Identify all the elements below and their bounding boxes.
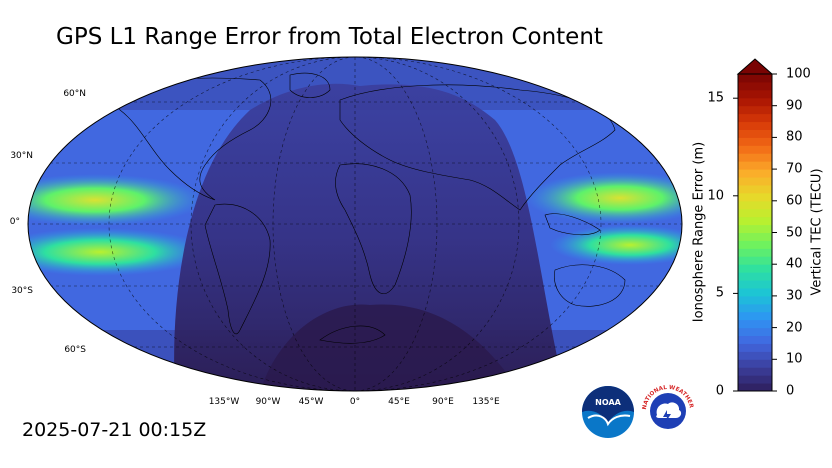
colorbar-band [738,272,772,281]
lat-label-30s: 30°S [11,286,33,296]
timestamp: 2025-07-21 00:15Z [22,419,207,441]
colorbar-band [738,169,772,178]
colorbar-band [738,264,772,273]
colorbar-right-tick-label: 90 [786,98,803,114]
globe-outline [27,56,683,392]
colorbar-right-tick-label: 70 [786,161,803,177]
colorbar-band [738,113,772,123]
colorbar-band [738,97,772,107]
colorbar-left-tick-label: 0 [715,383,724,399]
chart-title: GPS L1 Range Error from Total Electron C… [56,24,603,50]
lon-label-135w: 135°W [208,397,240,407]
colorbar-right-tick-label: 100 [786,66,811,82]
tec-band-pacific-north [28,174,205,226]
noaa-logo: NOAA [582,386,634,438]
colorbar-right-tick-label: 20 [786,320,803,336]
lat-label-0: 0° [9,217,20,227]
colorbar-right-tick-label: 50 [786,225,803,240]
colorbar-band [738,248,772,257]
svg-text:NOAA: NOAA [595,398,621,407]
night-shading [174,83,565,391]
colorbar-band [738,200,772,210]
colorbar-band [738,177,772,186]
colorbar-band [738,375,772,384]
colorbar-band [738,153,772,162]
coastlines [109,72,626,344]
lat-label-30n: 30°N [10,151,33,161]
nws-logo: NATIONAL WEATHER SERVICE [640,382,695,438]
colorbar-band [738,184,772,194]
colorbar-left-tick-label: 10 [707,188,724,204]
colorbar-band [738,81,772,91]
colorbar-band [738,383,772,392]
colorbar-band [738,161,772,170]
lon-label-90w: 90°W [255,397,281,407]
lon-label-0: 0° [349,397,361,407]
colorbar-band [738,216,772,226]
colorbar-band [738,335,772,344]
colorbar-right-tick-label: 80 [786,129,803,145]
lon-label-45e: 45°E [388,397,410,407]
colorbar-band [738,240,772,249]
lat-label-60n: 60°N [63,89,86,99]
colorbar-band [738,295,772,305]
colorbar-band [738,74,772,83]
axis-label-vertical-tec: Vertical TEC (TECU) [809,168,825,296]
lat-label-60s: 60°S [64,345,86,355]
lon-label-90e: 90°E [432,397,454,407]
colorbar-right-tick-label: 0 [786,383,795,399]
colorbar-band [738,303,772,313]
colorbar-right-tick-label: 10 [786,351,803,367]
colorbar-band [738,105,772,115]
colorbar-left-tick-label: 5 [715,285,724,301]
colorbar-bands [738,74,772,392]
tec-band-asia-north [525,172,682,224]
tec-band-pacific-south [28,228,210,276]
tec-band-asia-south [550,225,682,265]
colorbar-ticks [733,73,777,392]
colorbar-band [738,327,772,337]
colorbar-band [738,121,772,130]
colorbar-band [738,311,772,321]
colorbar-band [738,287,772,297]
colorbar-band [738,232,772,241]
colorbar-band [738,129,772,138]
colorbar-band [738,208,772,218]
colorbar-band [738,89,772,99]
colorbar-band [738,351,772,360]
colorbar-band [738,256,772,265]
colorbar-band [738,359,772,368]
colorbar-band [738,137,772,146]
lon-label-45w: 45°W [298,397,324,407]
lon-label-135e: 135°E [472,397,500,407]
colorbar-right-tick-label: 30 [786,288,803,304]
colorbar-right-tick-label: 40 [786,256,803,272]
colorbar-band [738,145,772,154]
colorbar-left-tick-label: 15 [707,90,724,106]
colorbar-band [738,224,772,233]
colorbar-band [738,367,772,376]
colorbar-band [738,192,772,202]
colorbar-band [738,343,772,352]
colorbar-right-tick-label: 60 [786,193,803,209]
colorbar-extend-triangle [736,58,774,75]
colorbar-band [738,280,772,289]
colorbar-band [738,319,772,329]
axis-label-range-error: Ionosphere Range Error (m) [691,141,707,323]
